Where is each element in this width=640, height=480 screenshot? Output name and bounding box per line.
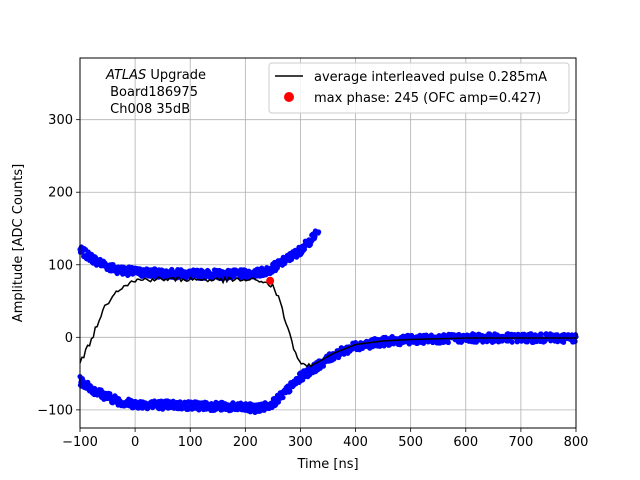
scatter-point-band-1: [287, 388, 293, 394]
scatter-point-band-1: [561, 339, 567, 345]
annotation-line-1: ATLAS Upgrade: [105, 68, 206, 83]
x-tick-label: 300: [288, 435, 313, 450]
scatter-point-band-1: [275, 399, 281, 405]
scatter-point-band-1: [538, 331, 544, 337]
y-tick-label: −100: [37, 403, 73, 418]
x-tick-label: 100: [178, 435, 203, 450]
series-lines: [79, 275, 576, 368]
annotation-channel: Ch008 35dB: [106, 102, 190, 117]
scatter-points: [77, 228, 579, 415]
legend-label-max-phase: max phase: 245 (OFC amp=0.427): [314, 91, 541, 106]
y-tick-label: 300: [48, 113, 73, 128]
legend-point-swatch: [284, 92, 294, 102]
x-ticks: −100 0 100 200 300 400 500 600 700 800: [62, 428, 588, 450]
annotation-experiment-suffix: Upgrade: [146, 68, 206, 83]
legend-frame: [268, 62, 570, 114]
scatter-point-band-1: [445, 339, 451, 346]
x-tick-label: 400: [343, 435, 368, 450]
legend-label-average-pulse: average interleaved pulse 0.285mA: [314, 70, 547, 85]
x-tick-label: 600: [453, 435, 478, 450]
y-axis-label: Amplitude [ADC Counts]: [11, 164, 26, 322]
max-phase-point: [266, 276, 275, 285]
annotation-board: Board186975: [106, 85, 198, 100]
scatter-point-band-0: [316, 229, 322, 235]
annotation-box: ATLAS Upgrade Board186975 Ch008 35dB: [105, 68, 206, 117]
scatter-point-band-1: [509, 339, 515, 345]
scatter-point-band-1: [487, 331, 493, 337]
x-axis-label: Time [ns]: [296, 457, 358, 472]
scatter-point-band-0: [301, 246, 308, 252]
scatter-point-band-1: [280, 394, 286, 401]
x-tick-label: −100: [62, 435, 98, 450]
scatter-point-band-1: [196, 407, 202, 413]
x-tick-label: 700: [508, 435, 533, 450]
x-tick-label: 0: [131, 435, 139, 450]
y-ticks: −100 0 100 200 300: [37, 113, 80, 418]
y-tick-label: 0: [65, 331, 73, 346]
y-tick-label: 200: [48, 186, 73, 201]
x-tick-label: 500: [398, 435, 423, 450]
legend: average interleaved pulse 0.285mA max ph…: [268, 62, 570, 114]
y-tick-label: 100: [48, 258, 73, 273]
annotation-experiment: ATLAS: [105, 68, 146, 83]
x-tick-label: 200: [233, 435, 258, 450]
plot-frame: [79, 57, 577, 429]
series-line-average-pulse: [79, 275, 576, 368]
scatter-point-band-1: [320, 363, 327, 369]
scatter-point-band-1: [572, 338, 578, 345]
x-tick-label: 800: [564, 435, 589, 450]
